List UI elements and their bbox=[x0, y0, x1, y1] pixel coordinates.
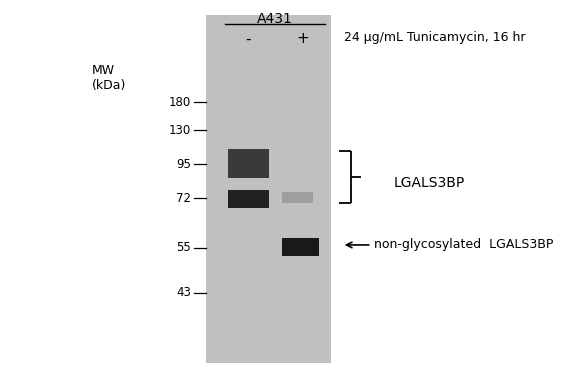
Bar bbox=[228, 149, 268, 178]
Text: -: - bbox=[246, 31, 251, 46]
Text: 43: 43 bbox=[176, 287, 191, 299]
Bar bbox=[282, 238, 319, 256]
Bar bbox=[282, 192, 313, 203]
Text: 95: 95 bbox=[176, 158, 191, 171]
Text: non-glycosylated  LGALS3BP: non-glycosylated LGALS3BP bbox=[374, 239, 553, 251]
Text: +: + bbox=[296, 31, 309, 46]
Text: 72: 72 bbox=[176, 192, 191, 205]
Text: LGALS3BP: LGALS3BP bbox=[393, 176, 464, 191]
Text: MW
(kDa): MW (kDa) bbox=[92, 64, 127, 92]
Text: 24 μg/mL Tunicamycin, 16 hr: 24 μg/mL Tunicamycin, 16 hr bbox=[345, 31, 526, 44]
Text: A431: A431 bbox=[257, 12, 293, 26]
Bar bbox=[206, 15, 331, 363]
Bar bbox=[228, 190, 268, 208]
Text: 180: 180 bbox=[169, 96, 191, 108]
Text: 55: 55 bbox=[176, 241, 191, 254]
Text: 130: 130 bbox=[169, 124, 191, 137]
